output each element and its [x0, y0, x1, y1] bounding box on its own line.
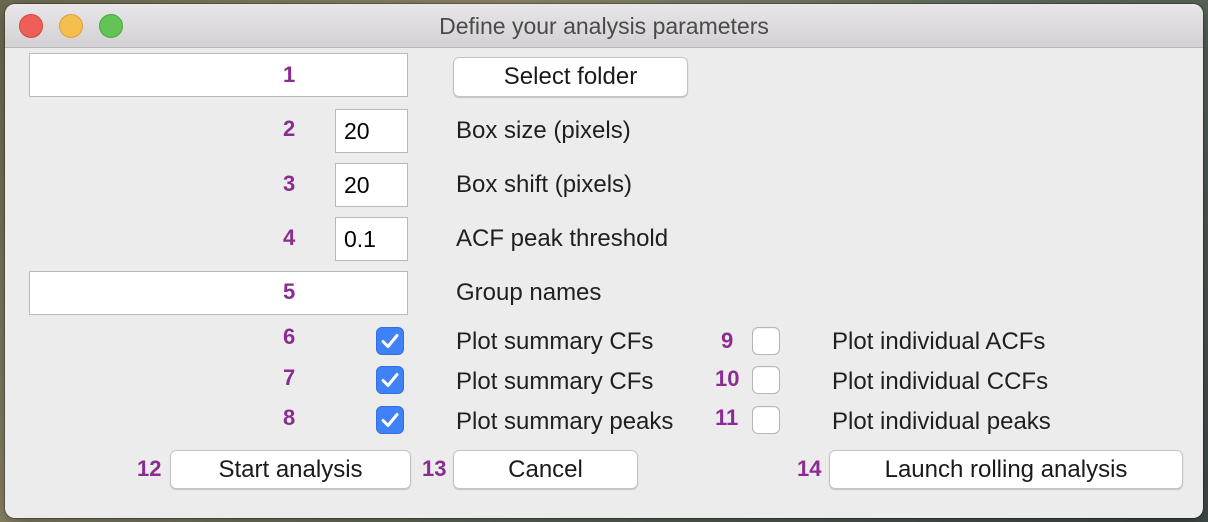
box-shift-label: Box shift (pixels): [456, 171, 633, 198]
checkmark-icon: [381, 373, 399, 387]
annotation-12: 12: [137, 456, 162, 481]
zoom-window-icon[interactable]: [99, 14, 123, 38]
acf-threshold-label: ACF peak threshold: [456, 225, 669, 252]
plot-summary-cfs-checkbox[interactable]: [376, 327, 404, 355]
box-size-label: Box size (pixels): [456, 117, 631, 144]
plot-individual-peaks-checkbox[interactable]: [752, 406, 780, 434]
plot-individual-ccfs-checkbox[interactable]: [752, 366, 780, 394]
window-title: Define your analysis parameters: [439, 13, 769, 39]
title-bar[interactable]: Define your analysis parameters: [5, 4, 1203, 48]
plot-individual-acfs-checkbox[interactable]: [752, 327, 780, 355]
plot-summary-cfs-label: Plot summary CFs: [456, 328, 654, 355]
plot-summary-cfs-2-label: Plot summary CFs: [456, 368, 654, 395]
group-names-field[interactable]: [29, 271, 408, 315]
acf-threshold-field[interactable]: [335, 217, 408, 261]
annotation-8: 8: [283, 405, 296, 430]
plot-summary-peaks-label: Plot summary peaks: [456, 408, 674, 435]
annotation-4: 4: [283, 225, 296, 250]
plot-individual-peaks-label: Plot individual peaks: [832, 408, 1051, 435]
annotation-5: 5: [283, 279, 296, 304]
box-size-field[interactable]: [335, 109, 408, 153]
checkmark-icon: [381, 334, 399, 348]
annotation-3: 3: [283, 171, 296, 196]
select-folder-button[interactable]: Select folder: [453, 57, 688, 97]
dialog-window: Define your analysis parameters Select f…: [5, 4, 1203, 518]
annotation-13: 13: [422, 456, 447, 481]
annotation-9: 9: [721, 328, 734, 353]
plot-summary-cfs-2-checkbox[interactable]: [376, 366, 404, 394]
annotation-2: 2: [283, 116, 296, 141]
annotation-6: 6: [283, 324, 296, 349]
minimize-window-icon[interactable]: [59, 14, 83, 38]
checkmark-icon: [381, 413, 399, 427]
box-shift-field[interactable]: [335, 163, 408, 207]
launch-rolling-analysis-button[interactable]: Launch rolling analysis: [829, 450, 1183, 489]
group-names-label: Group names: [456, 279, 602, 306]
folder-path-field[interactable]: [29, 53, 408, 97]
annotation-1: 1: [283, 62, 296, 87]
plot-individual-acfs-label: Plot individual ACFs: [832, 328, 1046, 355]
start-analysis-button[interactable]: Start analysis: [170, 450, 411, 489]
plot-individual-ccfs-label: Plot individual CCFs: [832, 368, 1049, 395]
annotation-11: 11: [715, 405, 739, 430]
annotation-10: 10: [715, 366, 740, 391]
close-window-icon[interactable]: [19, 14, 43, 38]
plot-summary-peaks-checkbox[interactable]: [376, 406, 404, 434]
annotation-14: 14: [797, 456, 822, 481]
cancel-button[interactable]: Cancel: [453, 450, 638, 489]
annotation-7: 7: [283, 365, 296, 390]
